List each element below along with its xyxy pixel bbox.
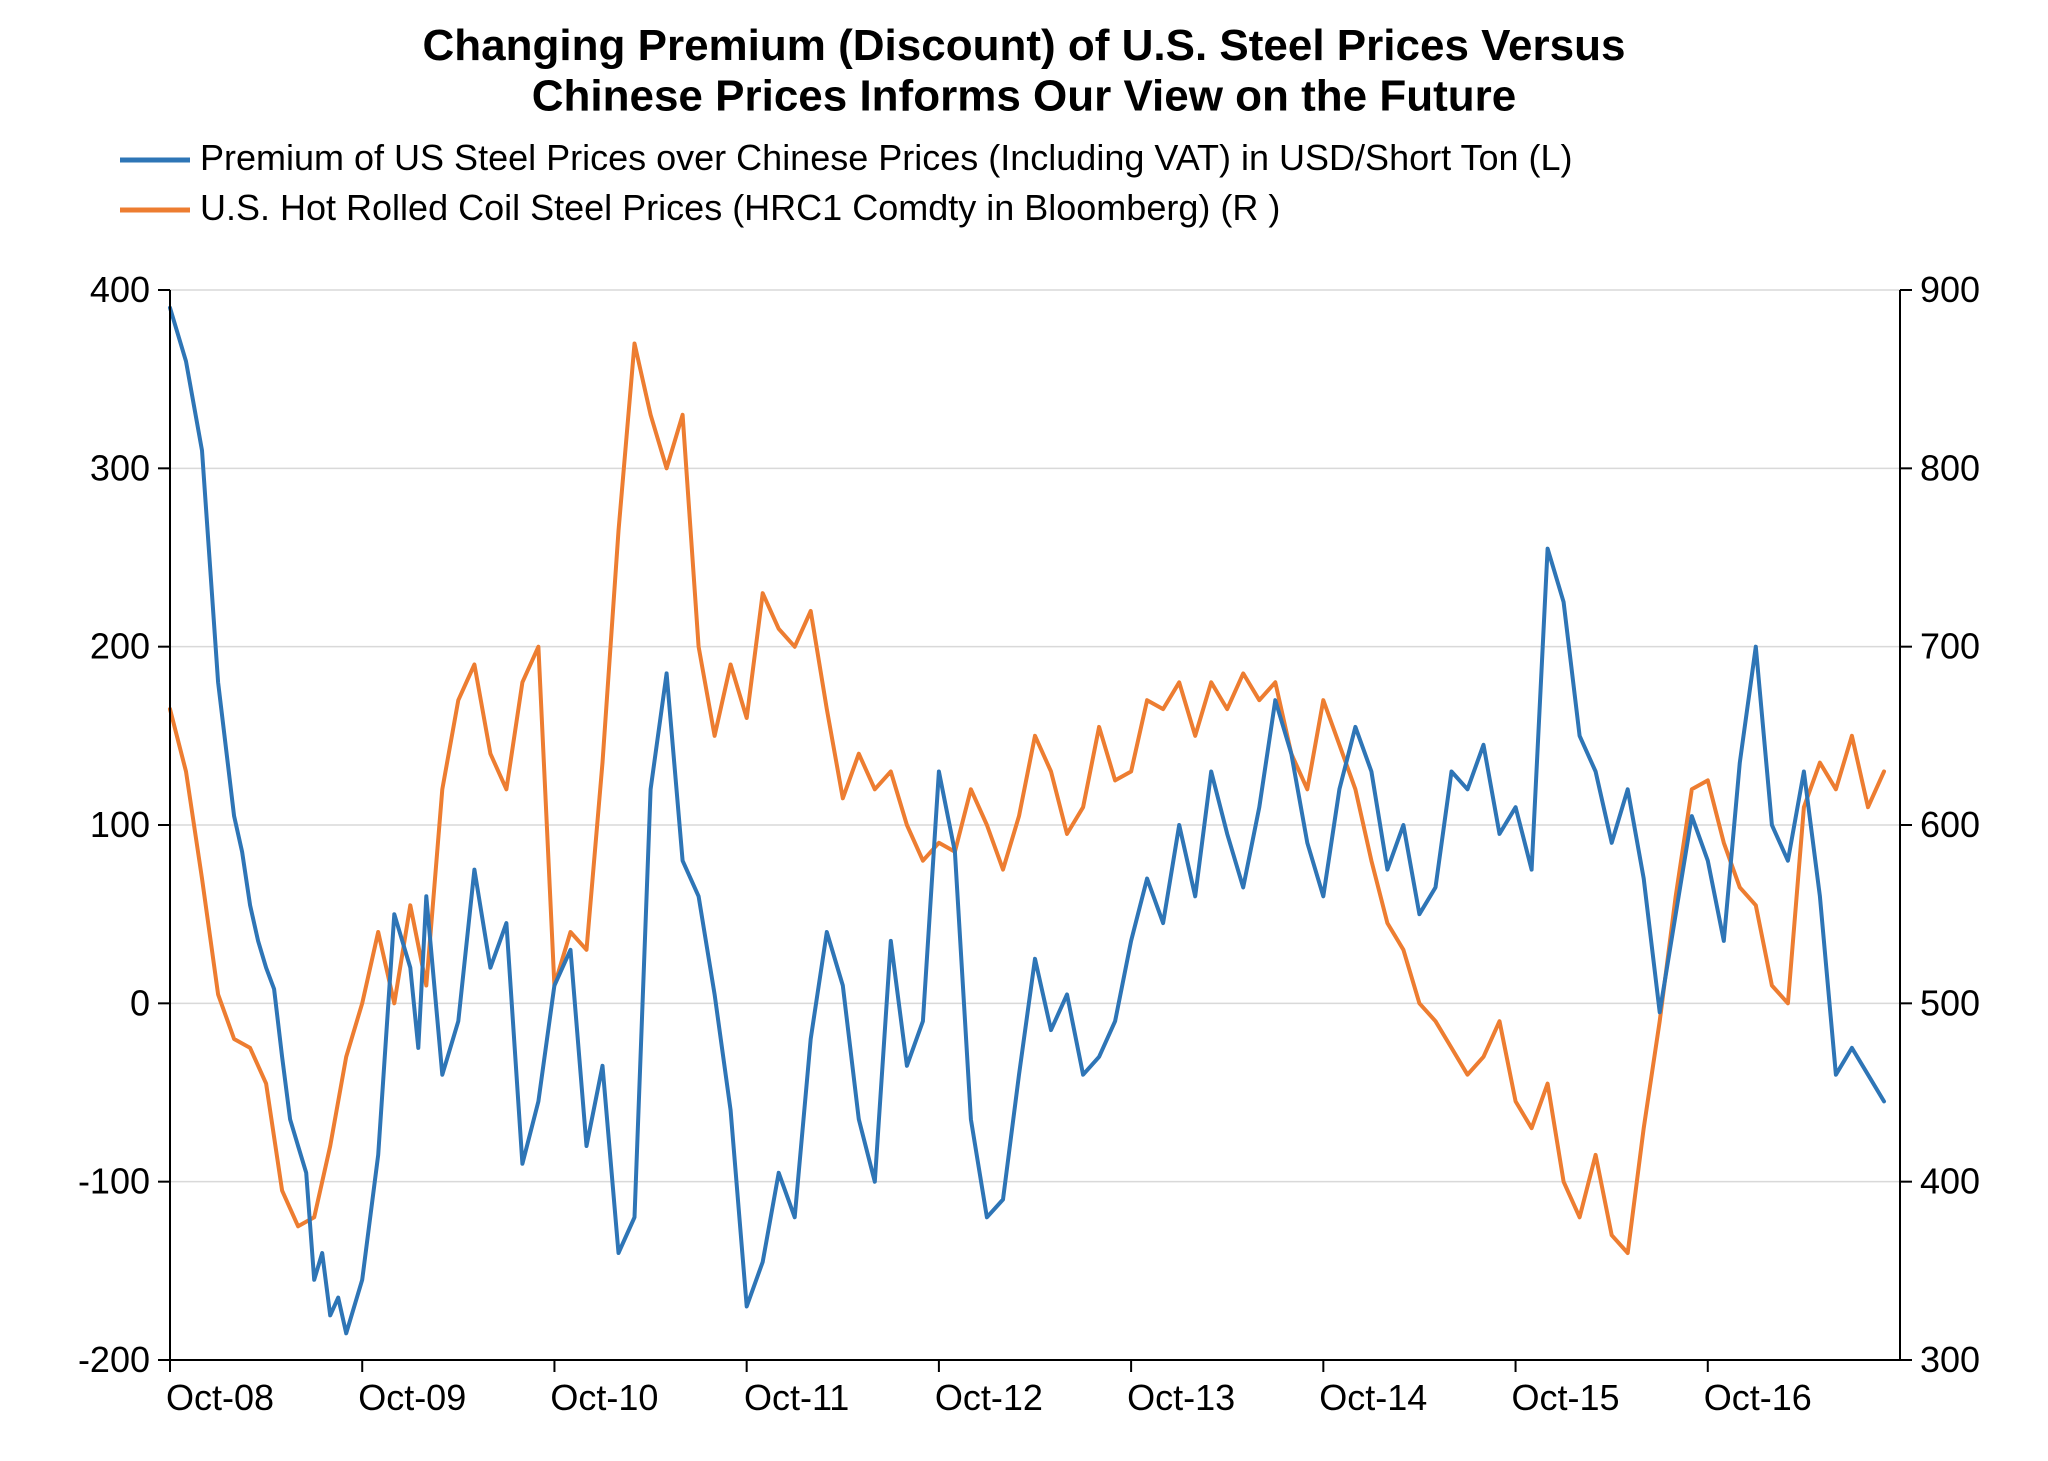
x-axis-tick-label: Oct-11	[744, 1377, 849, 1418]
right-axis-tick-label: 600	[1920, 804, 1980, 845]
x-axis-tick-label: Oct-16	[1704, 1377, 1812, 1418]
x-axis-tick-label: Oct-15	[1512, 1377, 1620, 1418]
legend-label: U.S. Hot Rolled Coil Steel Prices (HRC1 …	[200, 187, 1280, 228]
right-axis-tick-label: 500	[1920, 982, 1980, 1023]
left-axis-tick-label: 400	[90, 269, 150, 310]
chart-svg: Changing Premium (Discount) of U.S. Stee…	[0, 0, 2048, 1461]
right-axis-tick-label: 900	[1920, 269, 1980, 310]
x-axis-tick-label: Oct-10	[550, 1377, 658, 1418]
x-axis-tick-label: Oct-09	[358, 1377, 466, 1418]
left-axis-tick-label: 200	[90, 626, 150, 667]
chart-title-line1: Changing Premium (Discount) of U.S. Stee…	[423, 21, 1626, 70]
right-axis-tick-label: 300	[1920, 1339, 1980, 1380]
chart-container: Changing Premium (Discount) of U.S. Stee…	[0, 0, 2048, 1461]
left-axis-tick-label: -100	[78, 1161, 150, 1202]
left-axis-tick-label: 300	[90, 447, 150, 488]
left-axis-tick-label: 100	[90, 804, 150, 845]
x-axis-tick-label: Oct-14	[1319, 1377, 1427, 1418]
left-axis-tick-label: 0	[130, 982, 150, 1023]
right-axis-tick-label: 700	[1920, 626, 1980, 667]
right-axis-tick-label: 800	[1920, 447, 1980, 488]
x-axis-tick-label: Oct-12	[935, 1377, 1043, 1418]
legend-label: Premium of US Steel Prices over Chinese …	[200, 137, 1573, 178]
left-axis-tick-label: -200	[78, 1339, 150, 1380]
x-axis-tick-label: Oct-08	[166, 1377, 274, 1418]
x-axis-tick-label: Oct-13	[1127, 1377, 1235, 1418]
chart-title-line2: Chinese Prices Informs Our View on the F…	[532, 72, 1517, 121]
right-axis-tick-label: 400	[1920, 1161, 1980, 1202]
